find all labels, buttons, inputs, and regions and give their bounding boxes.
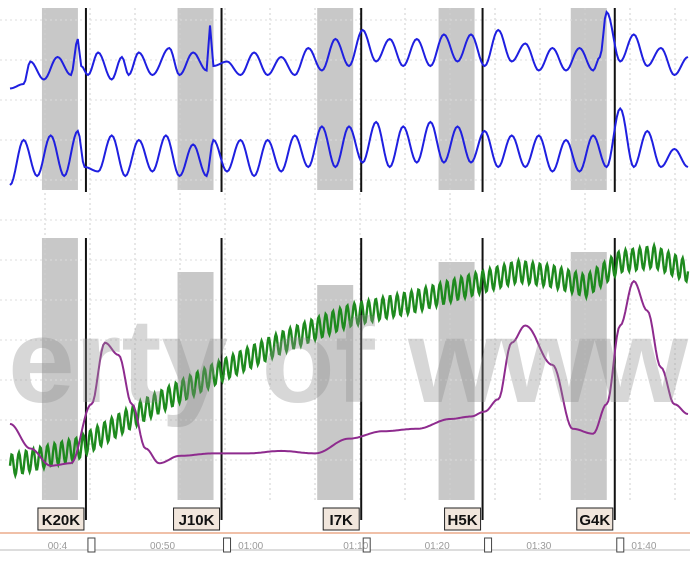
time-ticks: 00:4 00:50 01:00 01:10 01:20 01:30 01:40 — [48, 541, 657, 552]
band-top-4 — [570, 8, 607, 190]
band-top-0 — [41, 8, 78, 190]
marker-tab — [223, 537, 232, 553]
marker-labels: K20K J10K I7K H5K G4K — [37, 507, 625, 553]
time-tick-6: 01:40 — [631, 541, 656, 552]
marker-label-box — [37, 507, 85, 531]
series-line-0-1 — [9, 106, 689, 186]
marker-label-4: G4K — [576, 507, 625, 553]
marker-label-text: I7K — [330, 512, 354, 529]
series-line-1-0 — [8, 241, 690, 480]
time-tick-5: 01:30 — [526, 541, 551, 552]
band-top-1 — [177, 8, 214, 190]
marker-tab — [484, 537, 493, 553]
time-tick-4: 01:20 — [425, 541, 450, 552]
band-bottom-4 — [570, 252, 607, 500]
marker-label-2: I7K — [322, 507, 371, 553]
marker-label-text: K20K — [42, 512, 81, 529]
series-group — [8, 9, 690, 480]
marker-label-box — [444, 507, 482, 531]
time-tick-3: 01:10 — [343, 541, 368, 552]
bottom-strip — [0, 532, 690, 551]
marker-label-3: H5K — [444, 507, 493, 553]
time-tick-1: 00:50 — [150, 541, 175, 552]
marker-label-text: H5K — [448, 512, 478, 529]
marker-tab — [616, 537, 625, 553]
time-tick-0: 00:4 — [48, 541, 68, 552]
series-line-1-1 — [9, 279, 689, 467]
grid-lines — [0, 8, 690, 500]
time-tick-2: 01:00 — [238, 541, 263, 552]
watermark-text: erty of www. — [8, 294, 690, 428]
marker-label-text: J10K — [179, 512, 215, 529]
marker-label-1: J10K — [173, 507, 232, 553]
marker-label-0: K20K — [37, 507, 96, 553]
marker-label-box — [173, 507, 221, 531]
band-top-2 — [317, 8, 354, 190]
marker-tab — [87, 537, 96, 553]
marker-label-box — [576, 507, 614, 531]
series-line-0-0 — [9, 9, 689, 90]
marker-label-box — [322, 507, 360, 531]
marker-tab — [362, 537, 371, 553]
marker-label-text: G4K — [579, 512, 610, 529]
